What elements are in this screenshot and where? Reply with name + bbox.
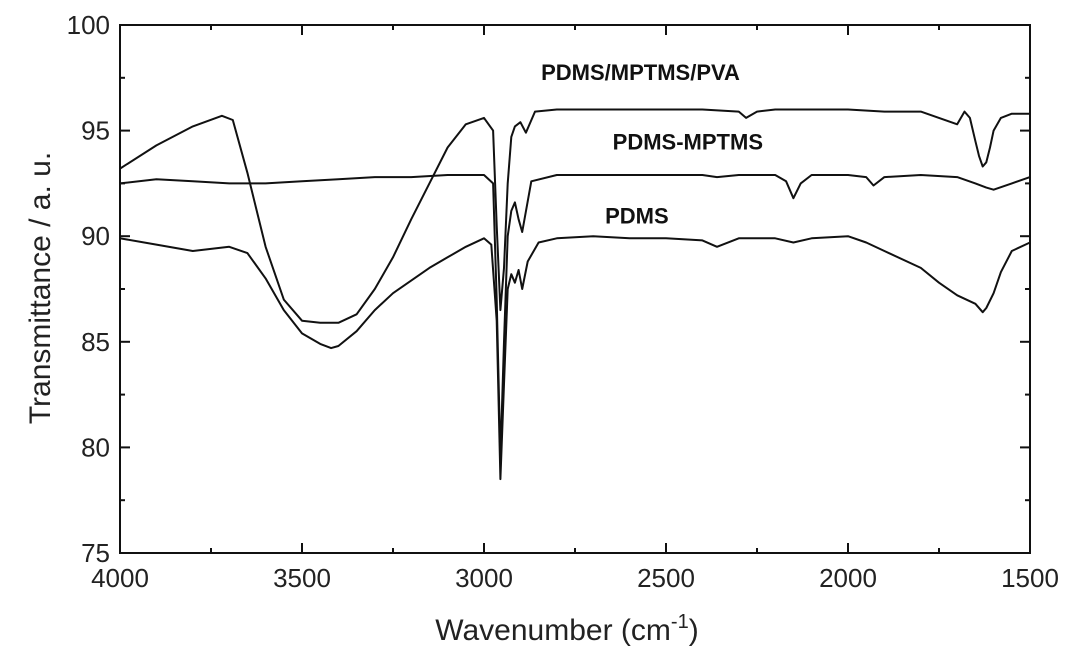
axis-ticks: 4000 3500 3000 2500 2000 1500 75 80 85 90 95 100 [67, 10, 1059, 593]
label-pdms-mptms: PDMS-MPTMS [613, 130, 763, 155]
y-tick-label: 75 [81, 538, 110, 568]
y-tick-label: 80 [81, 432, 110, 462]
x-tick-label: 2500 [637, 563, 695, 593]
series-line-pdms-mptms [119, 174, 1031, 459]
y-tick-label: 95 [81, 116, 110, 146]
x-axis-title: Wavenumber (cm-1) [435, 611, 698, 647]
label-pdms: PDMS [605, 204, 669, 229]
y-axis-title: Transmittance / a. u. [24, 152, 57, 424]
x-tick-label: 3000 [455, 563, 513, 593]
series-annotations: PDMS/MPTMS/PVA PDMS-MPTMS PDMS [541, 60, 763, 229]
x-tick-label: 4000 [91, 563, 149, 593]
series-line-pdms-mptms-pva [119, 108, 1030, 324]
plot-axes [119, 24, 1031, 554]
x-tick-label: 1500 [1001, 563, 1059, 593]
x-tick-label: 2000 [819, 563, 877, 593]
y-tick-label: 100 [67, 10, 110, 40]
y-tick-label: 90 [81, 221, 110, 251]
x-tick-label: 3500 [273, 563, 331, 593]
y-tick-label: 85 [81, 327, 110, 357]
plot-series [119, 108, 1031, 481]
plot-frame [119, 24, 1031, 554]
series-line-pdms [119, 235, 1031, 481]
label-pdms-mptms-pva: PDMS/MPTMS/PVA [541, 60, 740, 85]
